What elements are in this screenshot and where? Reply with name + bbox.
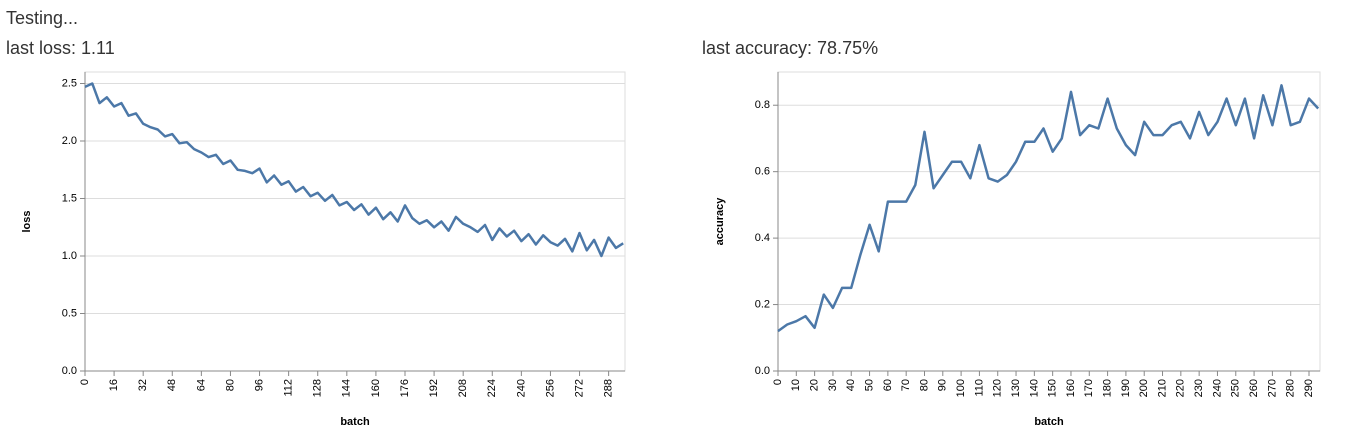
x-tick-label: 150 [1047,379,1059,397]
y-tick-label: 0.4 [755,232,770,244]
x-axis-title: batch [340,416,370,428]
x-tick-label: 272 [573,379,585,397]
y-tick-label: 0.6 [755,166,770,178]
x-tick-label: 70 [900,379,912,391]
x-axis-title: batch [1034,416,1064,428]
x-tick-label: 270 [1266,379,1278,397]
x-tick-label: 176 [399,379,411,397]
x-tick-label: 180 [1102,379,1114,397]
x-tick-label: 280 [1285,379,1297,397]
x-tick-label: 130 [1010,379,1022,397]
x-tick-label: 256 [544,379,556,397]
y-tick-label: 1.0 [62,250,77,262]
x-tick-label: 40 [845,379,857,391]
y-tick-label: 2.5 [62,77,77,89]
x-tick-label: 160 [1065,379,1077,397]
y-tick-label: 0.0 [62,365,77,377]
x-tick-label: 230 [1193,379,1205,397]
x-tick-label: 224 [486,379,498,397]
x-tick-label: 0 [79,379,91,385]
data-line [84,82,624,258]
data-line [777,84,1320,333]
x-tick-label: 128 [312,379,324,397]
x-tick-label: 30 [827,379,839,391]
x-tick-label: 260 [1248,379,1260,397]
x-tick-label: 144 [341,379,353,397]
x-tick-label: 210 [1156,379,1168,397]
x-tick-label: 112 [283,379,295,397]
y-tick-label: 1.5 [62,192,77,204]
x-tick-label: 10 [790,379,802,391]
x-tick-label: 200 [1138,379,1150,397]
x-tick-label: 290 [1303,379,1315,397]
y-tick-label: 2.0 [62,135,77,147]
x-tick-label: 96 [253,379,265,391]
x-tick-label: 208 [457,379,469,397]
y-axis-title: loss [21,210,33,232]
x-tick-label: 140 [1028,379,1040,397]
y-tick-label: 0.2 [755,298,770,310]
x-tick-label: 48 [166,379,178,391]
x-tick-label: 170 [1083,379,1095,397]
x-tick-label: 250 [1230,379,1242,397]
plot-frame [84,71,626,372]
accuracy-label: last accuracy: 78.75% [702,38,879,58]
x-tick-label: 80 [224,379,236,391]
y-tick-label: 0.0 [755,365,770,377]
x-tick-label: 240 [515,379,527,397]
x-tick-label: 20 [809,379,821,391]
x-tick-label: 16 [108,379,120,391]
x-tick-label: 288 [603,379,615,397]
status: Testing... [6,8,79,28]
loss-label: last loss: 1.11 [6,38,115,58]
x-tick-label: 110 [973,379,985,397]
x-tick-label: 240 [1211,379,1223,397]
x-tick-label: 100 [955,379,967,397]
x-tick-label: 80 [918,379,930,391]
x-tick-label: 0 [772,379,784,385]
y-axis-title: accuracy [714,197,726,246]
x-tick-label: 90 [937,379,949,391]
x-tick-label: 160 [370,379,382,397]
x-tick-label: 120 [992,379,1004,397]
y-tick-label: 0.8 [755,99,770,111]
x-tick-label: 50 [863,379,875,391]
x-tick-label: 32 [137,379,149,391]
x-tick-label: 60 [882,379,894,391]
x-tick-label: 190 [1120,379,1132,397]
x-tick-label: 192 [428,379,440,397]
x-tick-label: 220 [1175,379,1187,397]
x-tick-label: 64 [195,379,207,391]
y-tick-label: 0.5 [62,307,77,319]
